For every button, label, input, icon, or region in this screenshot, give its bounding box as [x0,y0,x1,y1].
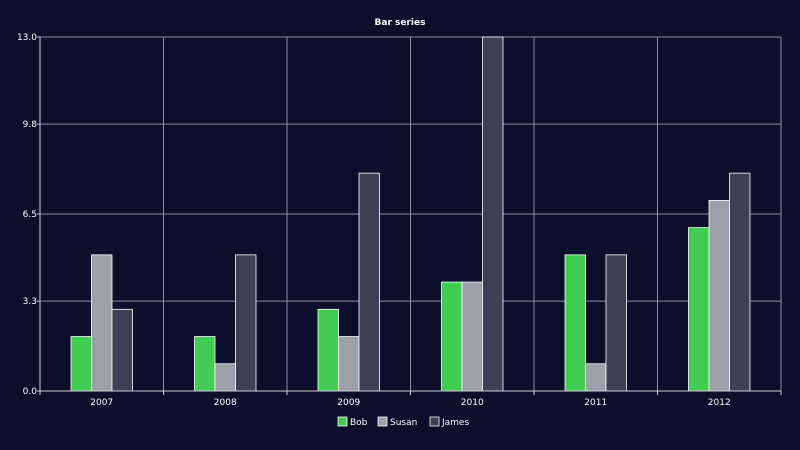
x-tick-label: 2008 [214,398,237,408]
bar-bob-2012 [688,227,710,392]
bar-james-2010 [482,36,504,392]
bar-bob-2007 [70,336,92,392]
y-tick-label: 6.5 [23,210,37,220]
legend-label: Susan [390,418,417,428]
bar-susan-2009 [338,336,360,392]
bar-james-2011 [605,254,627,392]
y-tick-label: 0.0 [23,387,38,397]
x-tick-label: 2011 [584,398,607,408]
y-tick-label: 3.3 [23,297,37,307]
bar-james-2009 [358,172,380,392]
legend-swatch [429,416,440,427]
x-tick-label: 2007 [90,398,113,408]
legend-item-james: James [429,416,469,428]
axes [37,36,782,395]
y-tick-label: 13.0 [17,33,37,43]
bar-james-2007 [111,308,133,392]
legend-item-susan: Susan [377,416,417,428]
bar-james-2012 [729,172,751,392]
bar-susan-2012 [708,199,730,392]
x-axis-ticks: 2007 2008 2009 2010 2011 2012 [90,398,730,408]
legend-label: Bob [350,418,368,428]
y-axis-ticks: 0.0 3.3 6.5 9.8 13.0 [17,33,37,397]
bar-bob-2008 [194,336,216,392]
bar-james-2008 [235,254,257,392]
bar-susan-2008 [214,363,236,392]
legend: Bob Susan James [337,416,469,428]
bar-susan-2007 [91,254,113,392]
y-tick-label: 9.8 [23,120,38,130]
legend-item-bob: Bob [337,416,368,428]
x-tick-label: 2009 [337,398,360,408]
bar-bob-2010 [441,281,463,392]
x-tick-label: 2010 [461,398,484,408]
legend-label: James [441,418,469,428]
grid [39,36,782,392]
bars [70,36,751,392]
x-tick-label: 2012 [708,398,731,408]
chart-title: Bar series [375,18,426,28]
legend-swatch [337,416,348,427]
bar-susan-2010 [461,281,483,392]
bar-susan-2011 [585,363,607,392]
legend-swatch [377,416,388,427]
bar-bob-2009 [317,308,339,392]
bar-bob-2011 [564,254,586,392]
